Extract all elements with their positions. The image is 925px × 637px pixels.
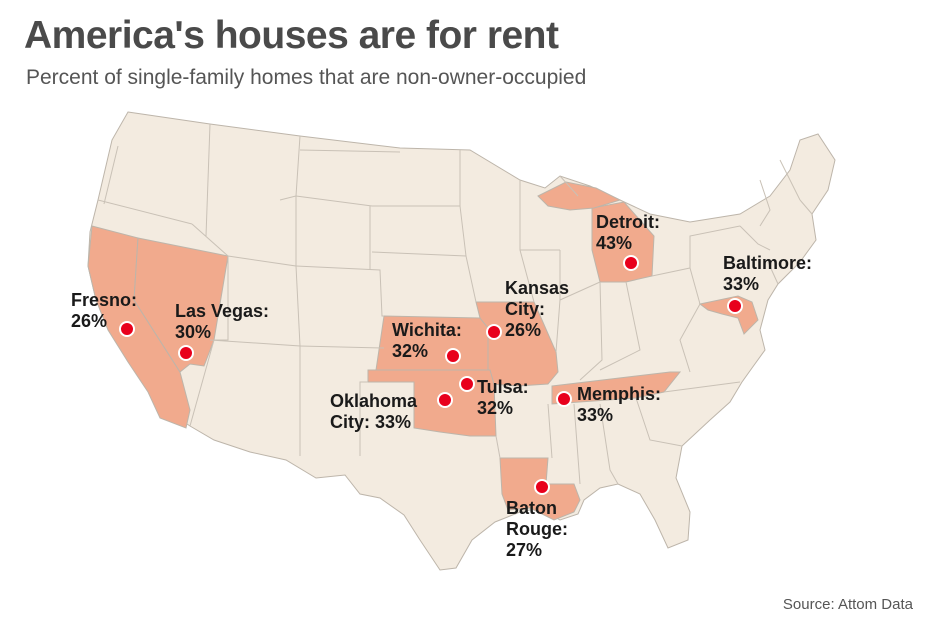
label-las-vegas: Las Vegas: 30% bbox=[175, 301, 269, 342]
source-note: Source: Attom Data bbox=[782, 596, 913, 613]
label-line: 32% bbox=[392, 341, 428, 361]
label-line: Wichita: bbox=[392, 320, 462, 340]
label-line: 30% bbox=[175, 322, 211, 342]
label-line: Memphis: bbox=[577, 384, 661, 404]
state-maryland bbox=[698, 295, 759, 335]
label-tulsa: Tulsa: 32% bbox=[477, 377, 529, 418]
label-line: Fresno: bbox=[71, 290, 137, 310]
label-line: Rouge: bbox=[506, 519, 568, 539]
label-line: 27% bbox=[506, 540, 542, 560]
label-baltimore: Baltimore: 33% bbox=[723, 253, 812, 294]
chart-title: America's houses are for rent bbox=[24, 14, 559, 57]
label-kansas-city: Kansas City: 26% bbox=[505, 278, 569, 340]
marker-detroit bbox=[623, 255, 639, 271]
label-wichita: Wichita: 32% bbox=[392, 320, 462, 361]
label-line: Baton bbox=[506, 498, 557, 518]
marker-baltimore bbox=[727, 298, 743, 314]
label-line: City: bbox=[505, 299, 545, 319]
label-line: 33% bbox=[577, 405, 613, 425]
label-detroit: Detroit: 43% bbox=[596, 212, 660, 253]
label-line: Tulsa: bbox=[477, 377, 529, 397]
state-missouri bbox=[475, 301, 559, 387]
chart-subtitle: Percent of single-family homes that are … bbox=[26, 66, 587, 89]
label-fresno: Fresno: 26% bbox=[71, 290, 137, 331]
label-oklahoma-city: Oklahoma City: 33% bbox=[330, 391, 418, 432]
marker-tulsa bbox=[459, 376, 475, 392]
marker-oklahoma-city bbox=[437, 392, 453, 408]
label-line: Baltimore: bbox=[723, 253, 812, 273]
marker-baton-rouge bbox=[534, 479, 550, 495]
label-memphis: Memphis: 33% bbox=[577, 384, 661, 425]
label-line: 26% bbox=[505, 320, 541, 340]
state-boundaries bbox=[97, 123, 813, 485]
marker-fresno bbox=[119, 321, 135, 337]
label-line: 33% bbox=[723, 274, 759, 294]
label-line: 43% bbox=[596, 233, 632, 253]
marker-kansas-city bbox=[486, 324, 502, 340]
label-line: 26% bbox=[71, 311, 107, 331]
marker-memphis bbox=[556, 391, 572, 407]
state-michigan-upper bbox=[537, 181, 622, 211]
city-layer: Fresno: 26% Las Vegas: 30% Wichita: 32%Kansas… bbox=[71, 212, 812, 560]
label-line: 32% bbox=[477, 398, 513, 418]
label-line: City: 33% bbox=[330, 412, 411, 432]
label-line: Detroit: bbox=[596, 212, 660, 232]
state-nevada bbox=[133, 237, 229, 373]
label-line: Oklahoma bbox=[330, 391, 418, 411]
label-baton-rouge: Baton Rouge: 27% bbox=[506, 498, 568, 560]
marker-las-vegas bbox=[178, 345, 194, 361]
marker-wichita bbox=[445, 348, 461, 364]
label-line: Kansas bbox=[505, 278, 569, 298]
label-line: Las Vegas: bbox=[175, 301, 269, 321]
